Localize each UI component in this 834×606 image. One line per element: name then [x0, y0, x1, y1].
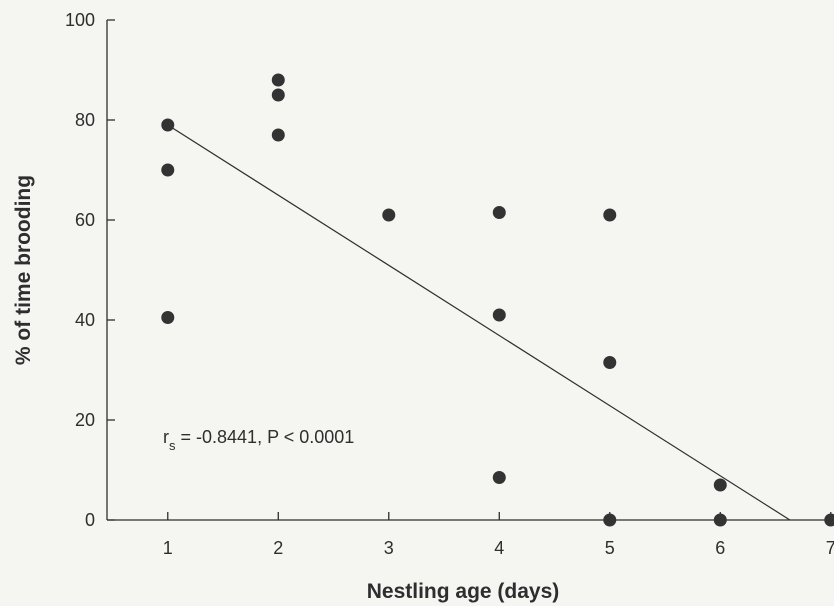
data-point — [161, 118, 175, 132]
x-axis-title: Nestling age (days) — [367, 580, 560, 603]
x-tick-label: 5 — [605, 538, 615, 558]
data-point — [713, 478, 727, 492]
trendline — [167, 124, 791, 521]
x-tick-label: 4 — [494, 538, 504, 558]
y-tick-label: 20 — [75, 410, 95, 430]
y-tick-label: 60 — [75, 210, 95, 230]
correlation-annotation: rs = -0.8441, P < 0.0001 — [163, 427, 354, 453]
data-point — [492, 206, 506, 219]
data-point — [603, 208, 617, 222]
annotation-r: r — [163, 427, 169, 447]
annotation-subscript: s — [169, 438, 176, 453]
x-tick-label: 1 — [163, 538, 173, 558]
y-tick-label: 80 — [75, 110, 95, 130]
data-point — [382, 208, 396, 222]
data-point — [161, 311, 175, 324]
data-point — [713, 513, 727, 527]
data-points — [161, 73, 834, 527]
x-tick-label: 7 — [826, 538, 834, 558]
y-tick-label: 40 — [75, 310, 95, 330]
data-point — [603, 513, 617, 527]
data-point — [824, 513, 834, 527]
x-tick-label: 3 — [384, 538, 394, 558]
x-tick-label: 2 — [273, 538, 283, 558]
data-point — [271, 88, 285, 102]
y-tick-label: 100 — [65, 10, 95, 30]
x-tick-label: 6 — [715, 538, 725, 558]
data-point — [603, 356, 617, 369]
data-point — [161, 163, 175, 177]
trendline-group — [167, 124, 791, 521]
y-axis-title: % of time brooding — [12, 175, 35, 365]
data-point — [492, 471, 506, 484]
annotation-text: = -0.8441, P < 0.0001 — [176, 427, 355, 447]
data-point — [271, 128, 285, 142]
axes: 0 20 40 60 80 100 1 2 3 4 5 6 7 — [65, 10, 834, 558]
data-point — [271, 73, 285, 87]
y-tick-label: 0 — [85, 510, 95, 530]
data-point — [492, 308, 506, 322]
